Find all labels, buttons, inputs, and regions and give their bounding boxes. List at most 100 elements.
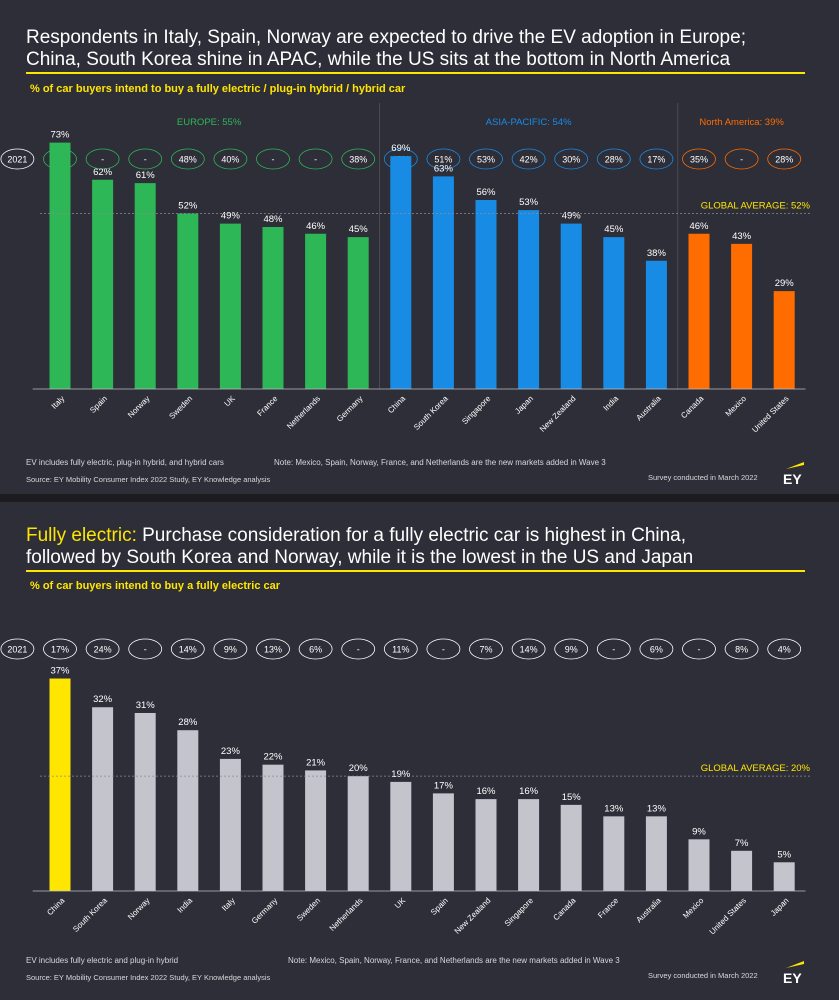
data-label: 43% — [732, 231, 752, 242]
prior-year-value: 6% — [309, 645, 322, 655]
ey-logo: EY — [783, 961, 804, 985]
bar — [134, 712, 156, 891]
data-label: 20% — [349, 763, 369, 774]
prior-year-value: 53% — [477, 155, 495, 165]
prior-year-oval — [767, 148, 802, 170]
prior-year-oval — [85, 638, 120, 660]
footnote-new-markets: Note: Mexico, Spain, Norway, France, and… — [288, 956, 620, 965]
bar — [49, 678, 71, 891]
x-tick-label: Japan — [769, 896, 791, 918]
survey-date: Survey conducted in March 2022 — [648, 473, 758, 482]
prior-year-oval — [0, 638, 35, 660]
bar — [390, 156, 412, 389]
x-tick-label: Canada — [551, 896, 578, 923]
data-label: 16% — [519, 786, 539, 797]
prior-year-oval — [43, 638, 77, 660]
x-tick-label: Singapore — [460, 394, 493, 427]
bar — [688, 233, 710, 389]
prior-year-value: - — [740, 155, 743, 165]
bar — [92, 179, 114, 389]
data-label: 32% — [93, 694, 113, 705]
chart-panel-fully-electric: Fully electric: Purchase consideration f… — [0, 502, 839, 1000]
bar — [475, 799, 497, 891]
prior-year-oval — [170, 638, 205, 660]
prior-year-oval — [639, 148, 674, 170]
bar — [773, 862, 795, 891]
prior-year-value: - — [144, 645, 147, 655]
footnote-ev-definition: EV includes fully electric and plug-in h… — [26, 956, 179, 965]
x-tick-label: Sweden — [167, 394, 194, 421]
prior-year-oval — [682, 148, 716, 170]
x-tick-label: France — [255, 394, 279, 418]
prior-year-value: 9% — [224, 645, 237, 655]
data-label: 49% — [221, 211, 241, 222]
prior-year-oval — [596, 148, 631, 170]
bar — [177, 730, 199, 891]
chart-panel-ev-adoption: Respondents in Italy, Spain, Norway are … — [0, 0, 839, 494]
data-label: 31% — [136, 700, 156, 711]
x-tick-label: China — [386, 394, 408, 416]
data-label: 49% — [562, 211, 582, 222]
footnote-ev-definition: EV includes fully electric, plug-in hybr… — [26, 458, 224, 467]
data-label: 63% — [434, 163, 454, 174]
prior-year-value: - — [272, 155, 275, 165]
x-tick-label: Netherlands — [328, 896, 365, 933]
x-tick-label: Canada — [679, 394, 706, 421]
data-label: 46% — [306, 221, 326, 232]
bar — [92, 707, 114, 891]
x-tick-label: Germany — [335, 394, 365, 424]
x-tick-label: Germany — [250, 896, 280, 926]
prior-year-oval — [724, 148, 759, 170]
prior-year-value: - — [144, 155, 147, 165]
x-tick-label: New Zealand — [538, 394, 578, 434]
bar — [518, 210, 540, 389]
prior-year-oval — [682, 638, 716, 660]
bar — [603, 816, 625, 891]
data-label: 61% — [136, 170, 156, 181]
bar — [219, 758, 241, 891]
fully-electric-bar-chart: 2021 17% 24% - 14% 9% 13% 6% - 11% - 7% 14% 9% - 6% - 8% 4… — [0, 638, 811, 936]
bar — [731, 850, 753, 891]
data-label: 45% — [604, 224, 624, 235]
prior-year-oval — [128, 638, 163, 660]
bar — [773, 291, 795, 389]
title-highlight: Fully electric: — [26, 525, 137, 546]
prior-year-oval — [639, 638, 674, 660]
chart-title-line-2: China, South Korea shine in APAC, while … — [26, 49, 731, 70]
prior-year-oval — [341, 148, 376, 170]
bar — [688, 839, 710, 891]
bar — [305, 233, 327, 389]
bar — [49, 142, 71, 389]
x-tick-label: Norway — [126, 394, 152, 420]
x-tick-label: Norway — [126, 896, 152, 922]
bar — [262, 764, 284, 891]
prior-year-oval — [426, 148, 461, 170]
chart-subtitle: % of car buyers intend to buy a fully el… — [30, 580, 281, 592]
data-label: 28% — [178, 717, 198, 728]
bar — [134, 183, 156, 389]
ey-logo: EY — [783, 462, 804, 486]
prior-year-value: 13% — [264, 645, 282, 655]
data-label: 22% — [263, 752, 283, 763]
prior-year-oval — [767, 638, 802, 660]
prior-year-value: 11% — [392, 645, 409, 655]
prior-year-oval — [511, 638, 546, 660]
data-label: 53% — [519, 197, 539, 208]
data-label: 29% — [775, 278, 795, 289]
chart-title-line-1: Respondents in Italy, Spain, Norway are … — [26, 27, 746, 48]
x-tick-label: Sweden — [295, 896, 322, 923]
prior-year-oval — [596, 638, 631, 660]
footnote-new-markets: Note: Mexico, Spain, Norway, France, and… — [274, 458, 606, 467]
prior-year-oval — [256, 148, 290, 170]
x-tick-label: Spain — [88, 394, 109, 415]
x-tick-label: United States — [708, 896, 748, 936]
data-label: 9% — [692, 826, 706, 837]
data-label: 17% — [434, 780, 454, 791]
data-label: 15% — [562, 792, 582, 803]
prior-year-value: 6% — [650, 645, 663, 655]
prior-year-value: - — [698, 645, 701, 655]
data-label: 16% — [476, 786, 496, 797]
x-tick-label: UK — [393, 896, 408, 911]
prior-year-value: 35% — [690, 155, 708, 165]
bar — [347, 776, 369, 891]
